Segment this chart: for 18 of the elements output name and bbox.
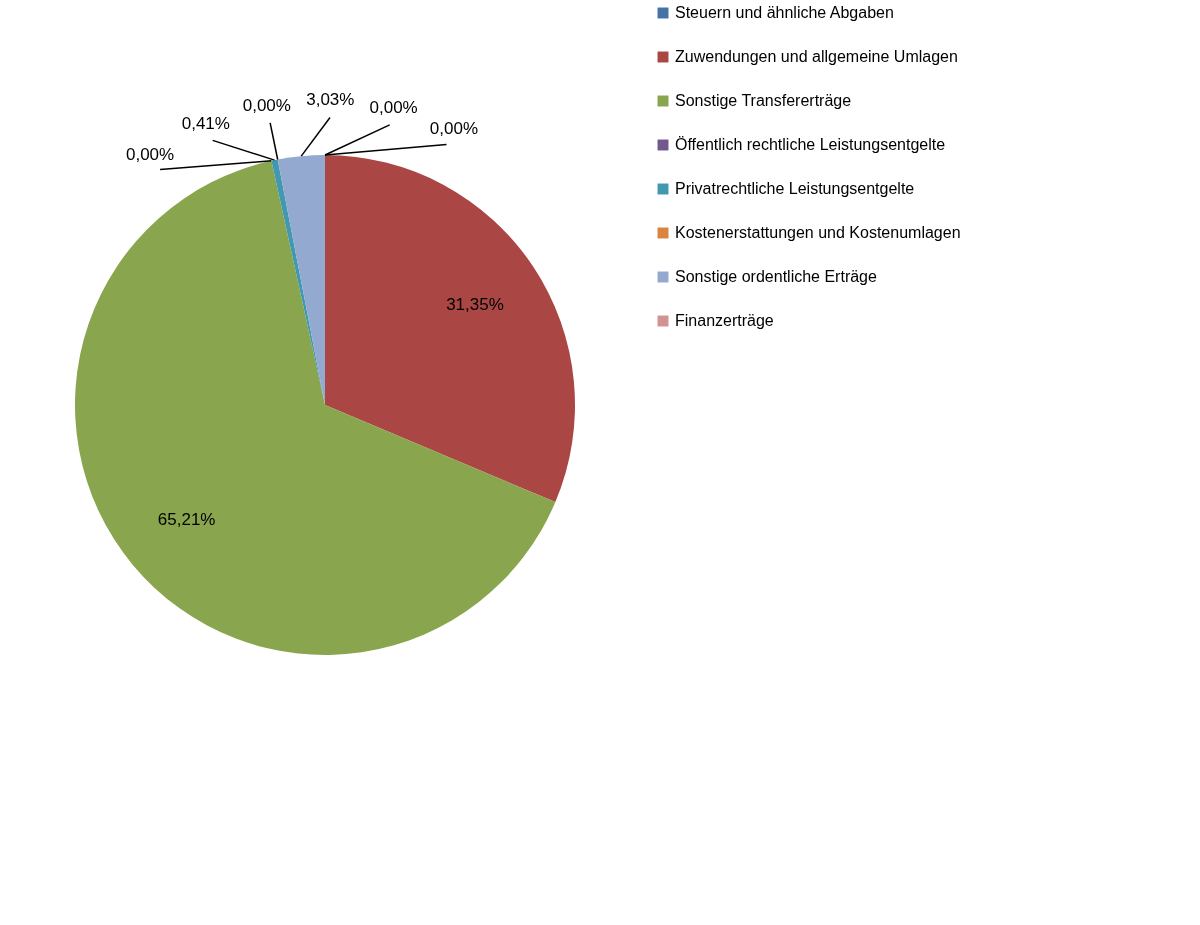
legend-label: Kostenerstattungen und Kostenumlagen (675, 224, 961, 241)
legend-label: Zuwendungen und allgemeine Umlagen (675, 48, 958, 65)
legend-label: Steuern und ähnliche Abgaben (675, 4, 894, 21)
pie-slice (75, 160, 556, 655)
legend-label: Finanzerträge (675, 312, 774, 329)
data-label: 31,35% (446, 295, 504, 315)
data-label: 0,41% (181, 114, 230, 134)
text: 0,00% (369, 97, 418, 117)
text: 0,00% (429, 118, 478, 138)
legend-label: Öffentlich rechtliche Leistungsentgelte (675, 136, 946, 153)
text: 0,00% (242, 95, 291, 115)
legend-label: Sonstige ordentliche Erträge (675, 268, 877, 285)
legend-label: Sonstige Transfererträge (675, 92, 852, 109)
text: 0,00% (125, 145, 175, 165)
pie-slice (325, 155, 575, 503)
data-label: 3,03% (306, 90, 355, 110)
data-label: 65,21% (157, 510, 216, 530)
legend-label: Privatrechtliche Leistungsentgelte (675, 180, 915, 197)
